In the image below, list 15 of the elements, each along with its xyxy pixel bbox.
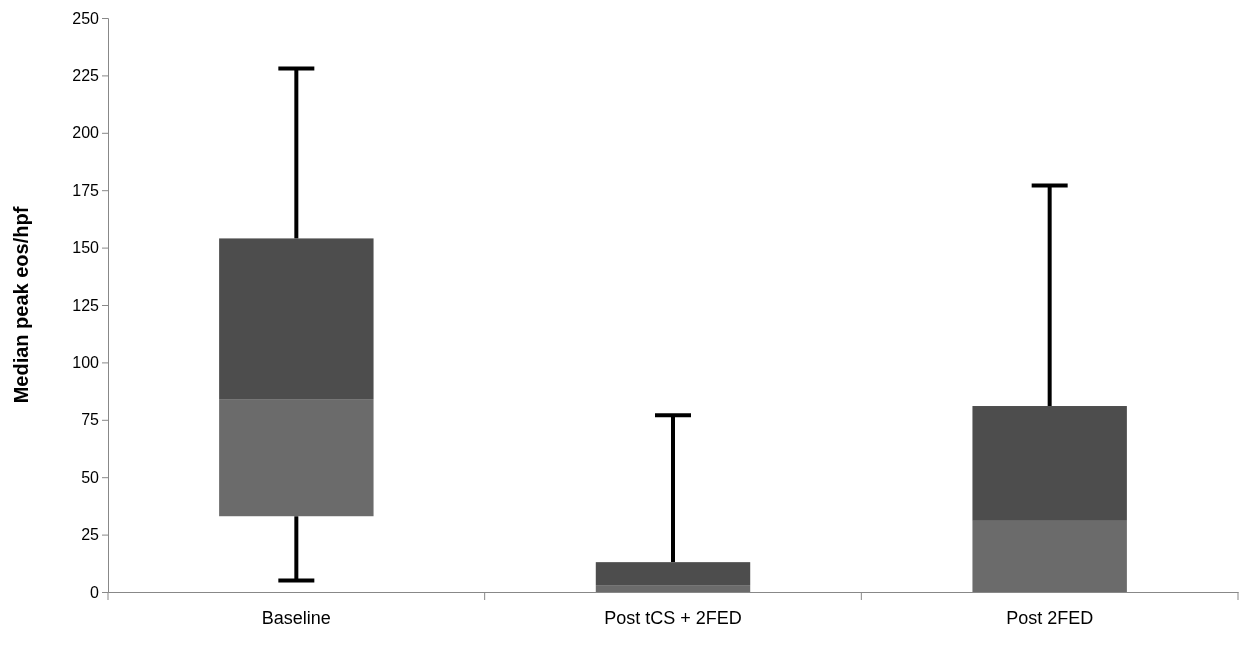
y-tick-label: 225 bbox=[72, 67, 100, 85]
y-tick-label: 200 bbox=[72, 124, 100, 142]
y-tick-label: 75 bbox=[81, 411, 100, 429]
y-tick-label: 250 bbox=[72, 9, 100, 27]
y-tick-label: 0 bbox=[90, 583, 100, 601]
y-axis-title: Median peak eos/hpf bbox=[10, 206, 32, 404]
y-tick-label: 50 bbox=[81, 468, 100, 486]
y-tick-label: 100 bbox=[72, 354, 100, 372]
y-tick-label: 175 bbox=[72, 181, 100, 199]
x-tick-label: Post 2FED bbox=[1006, 607, 1094, 628]
y-tick-label: 25 bbox=[81, 526, 100, 544]
y-tick-label: 150 bbox=[72, 239, 100, 257]
x-tick-label: Post tCS + 2FED bbox=[604, 607, 742, 628]
x-tick-label: Baseline bbox=[261, 607, 331, 628]
y-tick-label: 125 bbox=[72, 296, 100, 314]
